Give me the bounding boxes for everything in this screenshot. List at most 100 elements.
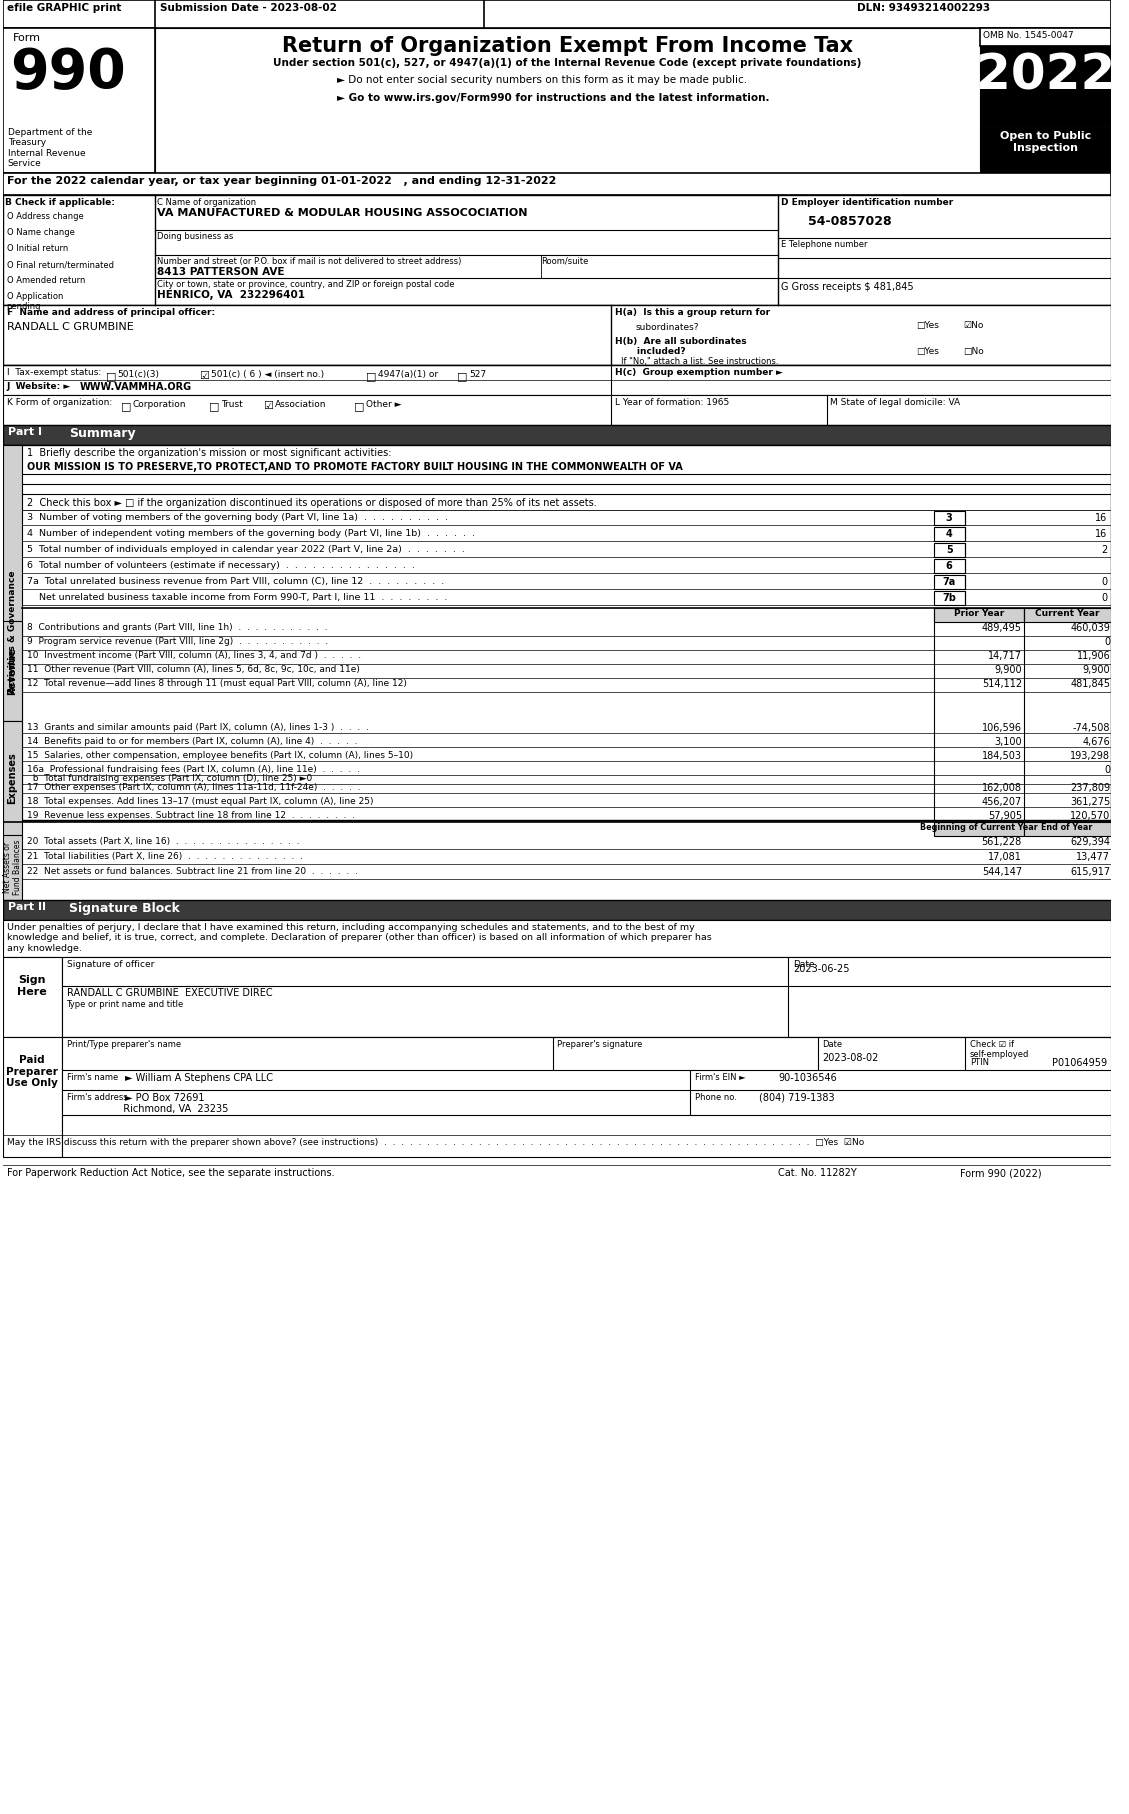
Bar [2,620,23,720]
Text: 501(c) ( 6 ) ◄ (insert no.): 501(c) ( 6 ) ◄ (insert no.) [211,370,324,379]
Text: 3: 3 [946,513,953,522]
Text: Room/suite: Room/suite [541,258,588,267]
Text: G Gross receipts $ 481,845: G Gross receipts $ 481,845 [781,281,914,292]
Text: D Employer identification number: D Employer identification number [781,198,954,207]
Text: 615,917: 615,917 [1070,867,1110,876]
Text: ► William A Stephens CPA LLC: ► William A Stephens CPA LLC [125,1074,273,1083]
Bar [2,444,23,820]
Text: H(b)  Are all subordinates
       included?: H(b) Are all subordinates included? [615,337,747,356]
Text: Firm's name: Firm's name [67,1074,117,1081]
Text: -74,508: -74,508 [1073,724,1110,733]
Text: 90-1036546: 90-1036546 [778,1074,837,1083]
Text: 15  Salaries, other compensation, employee benefits (Part IX, column (A), lines : 15 Salaries, other compensation, employe… [27,751,413,760]
Text: O Name change: O Name change [7,229,75,238]
Text: Corporation: Corporation [132,401,186,408]
Text: Cat. No. 11282Y: Cat. No. 11282Y [778,1168,857,1177]
Text: PTIN: PTIN [970,1058,989,1067]
Text: OUR MISSION IS TO PRESERVE,TO PROTECT,AND TO PROMOTE FACTORY BUILT HOUSING IN TH: OUR MISSION IS TO PRESERVE,TO PROTECT,AN… [27,463,683,472]
Text: 629,394: 629,394 [1070,836,1110,847]
Bar [2,0,1111,27]
Text: 456,207: 456,207 [981,796,1022,807]
Text: H(a)  Is this a group return for: H(a) Is this a group return for [615,308,770,317]
Text: O Application
pending: O Application pending [7,292,63,312]
Text: Net unrelated business taxable income from Form 990-T, Part I, line 11  .  .  . : Net unrelated business taxable income fr… [27,593,447,602]
Text: 4,676: 4,676 [1083,736,1110,747]
Text: ☑: ☑ [199,372,209,381]
Text: 184,503: 184,503 [982,751,1022,762]
Text: 4: 4 [946,530,953,539]
Text: 4  Number of independent voting members of the governing body (Part VI, line 1b): 4 Number of independent voting members o… [27,530,475,539]
Text: ☑: ☑ [263,401,273,412]
Text: Signature Block: Signature Block [70,902,181,914]
Bar [980,125,1111,172]
Text: F  Name and address of principal officer:: F Name and address of principal officer: [7,308,215,317]
Text: ► PO Box 72691: ► PO Box 72691 [125,1094,205,1103]
Text: 5: 5 [946,544,953,555]
Text: 20  Total assets (Part X, line 16)  .  .  .  .  .  .  .  .  .  .  .  .  .  .  .: 20 Total assets (Part X, line 16) . . . … [27,836,299,845]
Text: 54-0857028: 54-0857028 [808,216,892,229]
Text: Beginning of Current Year: Beginning of Current Year [920,824,1038,833]
Text: 11  Other revenue (Part VIII, column (A), lines 5, 6d, 8c, 9c, 10c, and 11e): 11 Other revenue (Part VIII, column (A),… [27,666,360,675]
Text: Date: Date [793,960,815,969]
Text: 0: 0 [1101,577,1108,588]
Text: Signature of officer: Signature of officer [67,960,154,969]
Text: 3,100: 3,100 [995,736,1022,747]
Text: 16: 16 [1095,530,1108,539]
Text: RANDALL C GRUMBINE: RANDALL C GRUMBINE [7,323,133,332]
Text: If "No," attach a list. See instructions.: If "No," attach a list. See instructions… [621,357,779,366]
Text: □No: □No [963,346,983,356]
Text: Expenses: Expenses [8,753,18,804]
Bar [2,27,155,172]
Text: 17  Other expenses (Part IX, column (A), lines 11a-11d, 11f-24e)  .  .  .  .  .: 17 Other expenses (Part IX, column (A), … [27,784,361,793]
Text: Print/Type preparer's name: Print/Type preparer's name [67,1039,181,1048]
Bar [934,512,965,524]
Bar [934,575,965,590]
Text: Under penalties of perjury, I declare that I have examined this return, includin: Under penalties of perjury, I declare th… [7,923,711,952]
Text: Type or print name and title: Type or print name and title [67,1000,184,1009]
Text: □Yes: □Yes [916,321,938,330]
Bar [62,958,1111,1038]
Bar [2,920,1111,958]
Text: 0: 0 [1104,766,1110,775]
Text: □: □ [106,372,116,381]
Text: 193,298: 193,298 [1070,751,1110,762]
Text: C Name of organization: C Name of organization [157,198,256,207]
Text: Form 990 (2022): Form 990 (2022) [960,1168,1042,1177]
Text: 2023-08-02: 2023-08-02 [823,1052,879,1063]
Bar [980,45,1111,125]
Text: Part I: Part I [8,426,42,437]
Text: 9,900: 9,900 [1083,666,1110,675]
Text: Trust: Trust [220,401,243,408]
Text: Form: Form [12,33,41,44]
Text: 237,809: 237,809 [1070,784,1110,793]
Text: □: □ [121,401,131,412]
Bar [2,1038,62,1157]
Text: subordinates?: subordinates? [636,323,700,332]
Text: 16a  Professional fundraising fees (Part IX, column (A), line 11e)  .  .  .  .  : 16a Professional fundraising fees (Part … [27,766,360,775]
Text: 14,717: 14,717 [988,651,1022,660]
Bar [1024,608,1111,622]
Text: End of Year: End of Year [1041,824,1093,833]
Text: RANDALL C GRUMBINE  EXECUTIVE DIREC: RANDALL C GRUMBINE EXECUTIVE DIREC [67,989,272,998]
Bar [2,958,62,1038]
Text: 1  Briefly describe the organization's mission or most significant activities:: 1 Briefly describe the organization's mi… [27,448,392,457]
Text: 14  Benefits paid to or for members (Part IX, column (A), line 4)  .  .  .  .  .: 14 Benefits paid to or for members (Part… [27,736,358,746]
Text: Revenue: Revenue [8,648,18,695]
Text: Richmond, VA  23235: Richmond, VA 23235 [67,1105,228,1114]
Text: Current Year: Current Year [1035,610,1100,619]
Bar [62,1038,1111,1157]
Text: Doing business as: Doing business as [157,232,234,241]
Text: Number and street (or P.O. box if mail is not delivered to street address): Number and street (or P.O. box if mail i… [157,258,462,267]
Text: L Year of formation: 1965: L Year of formation: 1965 [615,397,729,406]
Text: 527: 527 [469,370,487,379]
Text: 8  Contributions and grants (Part VIII, line 1h)  .  .  .  .  .  .  .  .  .  .  : 8 Contributions and grants (Part VIII, l… [27,622,327,631]
Bar [2,444,1111,820]
Text: □: □ [366,372,376,381]
Text: □: □ [457,372,467,381]
Text: efile GRAPHIC print: efile GRAPHIC print [7,4,121,13]
Bar [934,608,1024,622]
Bar [2,424,1111,444]
Bar [980,27,1111,45]
Text: B Check if applicable:: B Check if applicable: [5,198,114,207]
Text: 0: 0 [1101,593,1108,602]
